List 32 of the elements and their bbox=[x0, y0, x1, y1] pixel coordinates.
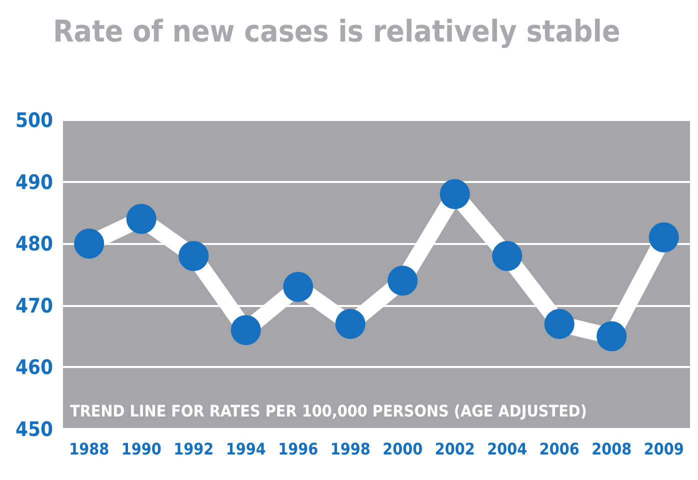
x-tick-label: 1994 bbox=[226, 440, 266, 458]
point bbox=[126, 204, 156, 234]
point bbox=[178, 240, 209, 271]
y-tick-label: 450 bbox=[15, 417, 53, 441]
x-tick-label: 1992 bbox=[174, 440, 214, 458]
y-tick-label: 470 bbox=[15, 293, 53, 318]
x-tick-label: 2000 bbox=[382, 440, 423, 458]
x-tick-label: 2006 bbox=[539, 440, 580, 458]
point bbox=[596, 321, 627, 352]
y-tick-label: 480 bbox=[15, 232, 53, 256]
point bbox=[388, 266, 418, 296]
annotation: TREND LINE FOR RATES PER 100,000 PERSONS (AGE ADJUSTED) bbox=[70, 402, 587, 420]
y-tick-label: 500 bbox=[15, 108, 53, 132]
point bbox=[544, 308, 574, 339]
x-tick-label: 2008 bbox=[592, 440, 632, 458]
point bbox=[283, 272, 314, 302]
x-tick-label: 1996 bbox=[278, 440, 318, 458]
y-tick-label: 460 bbox=[15, 355, 53, 380]
point bbox=[74, 228, 104, 259]
x-tick-label: 2009 bbox=[644, 440, 684, 458]
point bbox=[492, 240, 522, 271]
x-tick-label: 2002 bbox=[434, 440, 475, 458]
point bbox=[440, 179, 470, 210]
x-tick-label: 1990 bbox=[121, 440, 162, 458]
x-tick-label: 2004 bbox=[487, 440, 528, 458]
point bbox=[335, 308, 366, 339]
y-tick-label: 490 bbox=[15, 170, 53, 194]
x-tick-label: 1988 bbox=[69, 440, 110, 458]
chart-title: Rate of new cases is relatively stable bbox=[53, 14, 620, 50]
point bbox=[230, 315, 261, 346]
x-tick-label: 1998 bbox=[330, 440, 370, 458]
point bbox=[648, 222, 679, 252]
